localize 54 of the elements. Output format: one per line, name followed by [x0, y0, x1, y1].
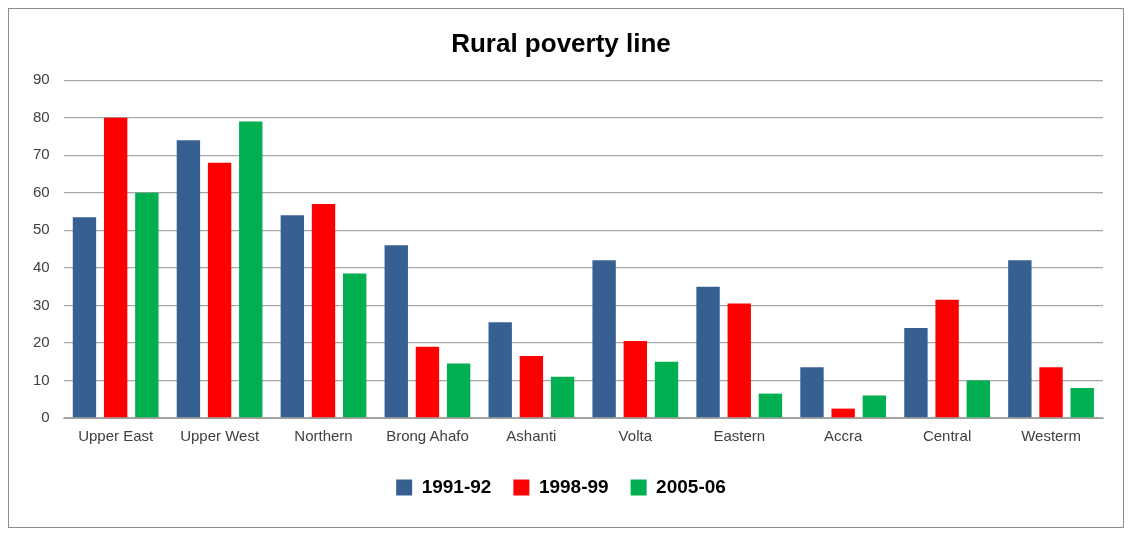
- bar: [488, 322, 512, 418]
- bar: [1008, 260, 1032, 418]
- y-tick-label: 70: [33, 145, 50, 163]
- bar: [966, 380, 990, 418]
- bar: [831, 408, 855, 418]
- y-tick-label: 30: [33, 295, 50, 313]
- chart-title: Rural poverty line: [451, 27, 671, 58]
- x-tick-label: Northern: [294, 427, 353, 445]
- bar: [103, 117, 128, 418]
- bar: [1039, 367, 1063, 418]
- bar: [592, 260, 616, 418]
- bar: [696, 286, 720, 418]
- x-tick-label: Westerm: [1021, 427, 1081, 445]
- legend-label: 1998-99: [538, 475, 609, 497]
- bar: [654, 361, 679, 418]
- bar: [446, 363, 471, 418]
- bar: [415, 346, 440, 418]
- x-tick-label: Brong Ahafo: [386, 427, 469, 445]
- x-tick-label: Accra: [824, 427, 863, 445]
- bar: [280, 215, 305, 418]
- y-tick-label: 10: [33, 370, 50, 388]
- x-tick-label: Ashanti: [506, 427, 557, 445]
- y-tick-label: 80: [33, 107, 50, 125]
- x-tick-label: Upper East: [78, 427, 154, 445]
- bar: [519, 356, 544, 418]
- bar: [758, 393, 783, 418]
- bar: [311, 204, 336, 418]
- y-tick-label: 40: [33, 258, 50, 276]
- bar: [800, 367, 824, 418]
- legend-label: 2005-06: [656, 475, 726, 497]
- bar: [727, 303, 751, 418]
- x-tick-label: Eastern: [713, 427, 766, 445]
- bar: [72, 217, 97, 418]
- bar: [623, 341, 647, 418]
- bar: [1070, 387, 1094, 418]
- x-tick-label: Central: [922, 427, 972, 445]
- bar: [207, 162, 232, 418]
- x-tick-label: Upper West: [180, 427, 260, 445]
- bar: [343, 273, 367, 418]
- legend-label: 1991-92: [421, 475, 492, 497]
- bar: [384, 245, 408, 418]
- y-tick-label: 20: [33, 333, 50, 351]
- bar: [550, 376, 575, 418]
- x-tick-label: Volta: [618, 427, 653, 445]
- bar: [862, 395, 887, 418]
- y-tick-label: 90: [33, 70, 50, 88]
- y-tick-label: 50: [33, 220, 50, 238]
- bar: [239, 121, 263, 418]
- bar: [935, 299, 959, 418]
- bar: [904, 327, 928, 418]
- y-tick-label: 60: [33, 182, 50, 200]
- y-tick-label: 0: [41, 408, 50, 426]
- bar: [135, 192, 159, 418]
- bar: [176, 140, 201, 418]
